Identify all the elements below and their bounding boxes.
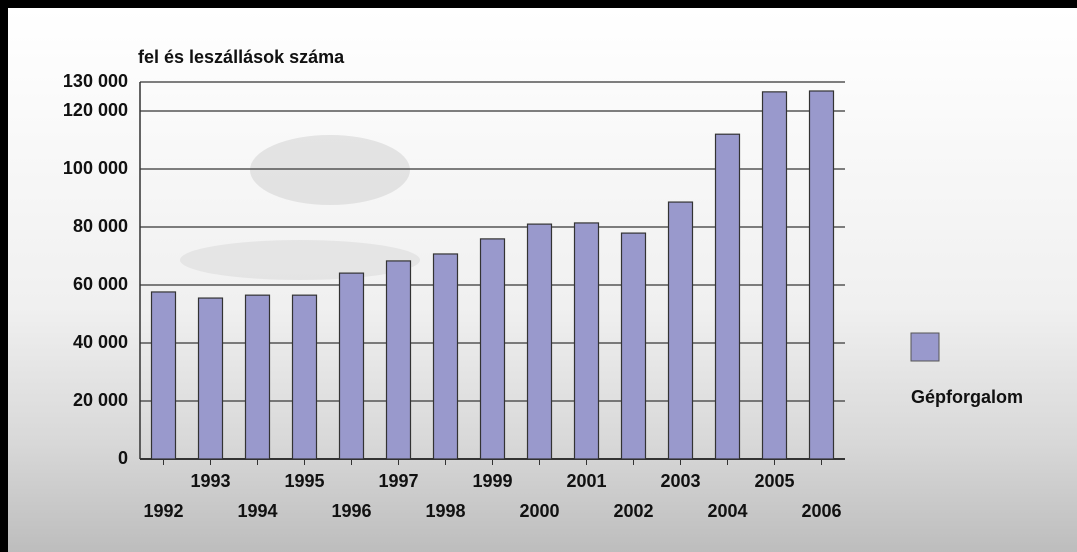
y-tick-label: 20 000: [73, 390, 128, 410]
y-tick-label: 100 000: [63, 158, 128, 178]
x-tick-label: 2003: [660, 471, 700, 491]
x-tick-label: 1995: [284, 471, 324, 491]
x-tick-label: 1992: [143, 501, 183, 521]
bar: [385, 260, 412, 460]
bar: [150, 291, 177, 460]
legend-swatch: [910, 332, 940, 362]
x-tick-label: 2000: [519, 501, 559, 521]
x-tick-label: 2005: [754, 471, 794, 491]
y-axis-label: fel és leszállások száma: [138, 47, 345, 67]
background-shape: [250, 135, 410, 205]
x-tick-label: 2004: [707, 501, 747, 521]
legend-label: Gépforgalom: [911, 387, 1023, 407]
y-tick-label: 120 000: [63, 100, 128, 120]
x-tick-label: 2006: [801, 501, 841, 521]
x-tick-label: 1996: [331, 501, 371, 521]
x-tick-label: 1998: [425, 501, 465, 521]
bar: [244, 294, 271, 460]
bar: [432, 253, 459, 460]
x-tick-label: 1997: [378, 471, 418, 491]
background-shape: [180, 240, 420, 280]
y-tick-label: 60 000: [73, 274, 128, 294]
bar: [291, 294, 318, 460]
x-tick-label: 1994: [237, 501, 277, 521]
y-tick-label: 0: [118, 448, 128, 468]
y-tick-label: 40 000: [73, 332, 128, 352]
bar: [808, 90, 835, 460]
bar: [479, 238, 506, 460]
x-tick-label: 2001: [566, 471, 606, 491]
bar: [526, 223, 553, 460]
bar: [573, 222, 600, 460]
bar: [338, 272, 365, 460]
x-tick-label: 1999: [472, 471, 512, 491]
x-tick-label: 1993: [190, 471, 230, 491]
bar: [761, 91, 788, 460]
bar: [714, 133, 741, 460]
bar: [197, 297, 224, 460]
bar: [667, 201, 694, 460]
x-tick-label: 2002: [613, 501, 653, 521]
bar: [620, 232, 647, 460]
y-tick-label: 80 000: [73, 216, 128, 236]
y-tick-label: 130 000: [63, 71, 128, 91]
